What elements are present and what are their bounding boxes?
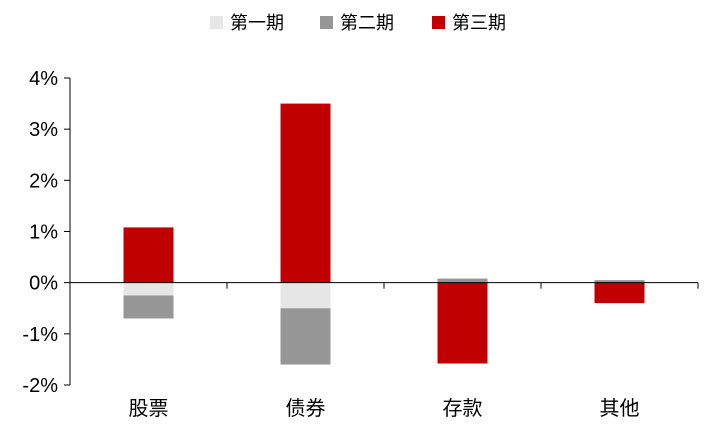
legend-label-2: 第二期 [340,13,394,34]
y-tick-label: 2% [29,170,58,192]
bar-2-series-2 [280,308,331,365]
y-tick-label: 1% [29,222,58,244]
legend-swatch-3 [432,16,445,29]
bar-2-series-3 [280,103,331,283]
category-label: 存款 [443,396,483,420]
bar-4-series-2 [594,280,645,283]
bar-1-series-3 [123,227,174,283]
y-tick-label: 4% [29,68,58,90]
bar-3-series-2 [437,278,488,283]
category-label: 债券 [286,396,326,420]
y-tick-label: 0% [29,273,58,295]
legend: 第一期 第二期 第三期 [210,13,506,34]
category-label: 其他 [600,396,640,420]
category-label: 股票 [129,396,169,420]
bar-1-series-2 [123,295,174,319]
legend-swatch-2 [320,16,333,29]
bar-1-series-1 [123,282,174,296]
legend-label-3: 第三期 [452,13,506,34]
bar-3-series-3 [437,282,488,364]
legend-label-1: 第一期 [230,13,284,34]
y-tick-label: -2% [22,375,58,397]
y-tick-label: -1% [22,324,58,346]
bar-2-series-1 [280,282,331,309]
axes: 4% 3% 2% 1% 0% -1% -2% 股票 债券 存款 其他 [22,68,699,420]
y-tick-label: 3% [29,119,58,141]
legend-swatch-1 [210,16,223,29]
bars [123,103,645,365]
bar-4-series-3 [594,282,645,304]
